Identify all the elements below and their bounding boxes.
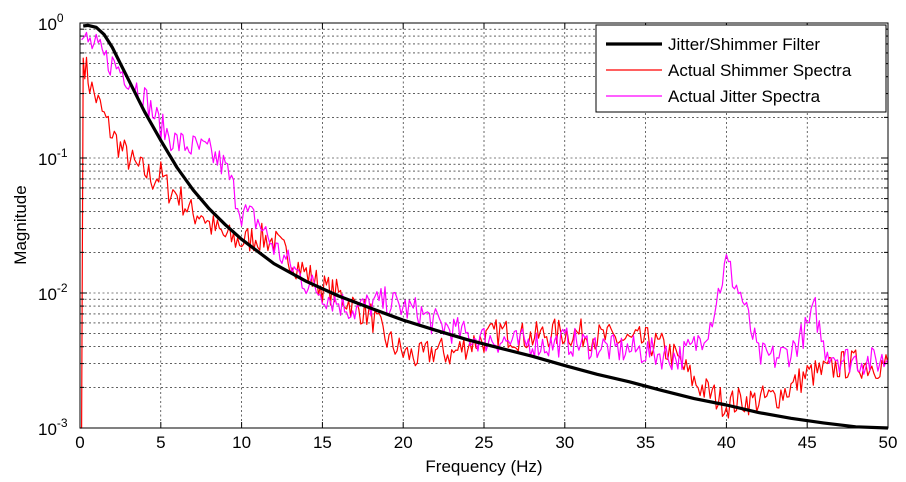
tick-marks xyxy=(79,22,889,429)
x-tick-labels: 0 5 10 15 20 25 30 35 40 45 50 xyxy=(75,433,897,452)
x-tick-label: 0 xyxy=(75,433,84,452)
legend-label: Jitter/Shimmer Filter xyxy=(668,35,820,54)
y-tick-labels: 10-3 10-2 10-1 100 xyxy=(38,11,68,439)
legend-label: Actual Shimmer Spectra xyxy=(668,61,852,80)
y-tick-label: 10-3 xyxy=(38,416,68,439)
x-tick-label: 20 xyxy=(394,433,413,452)
x-tick-label: 15 xyxy=(313,433,332,452)
legend: Jitter/Shimmer Filter Actual Shimmer Spec… xyxy=(595,24,887,113)
y-tick-label: 10-1 xyxy=(38,146,68,169)
x-tick-label: 40 xyxy=(717,433,736,452)
series-group xyxy=(80,23,889,430)
series-line xyxy=(83,23,889,430)
x-tick-label: 5 xyxy=(156,433,165,452)
x-axis-label: Frequency (Hz) xyxy=(425,457,542,476)
y-tick-label: 10-2 xyxy=(38,281,68,304)
x-tick-label: 45 xyxy=(798,433,817,452)
x-tick-label: 30 xyxy=(555,433,574,452)
legend-label: Actual Jitter Spectra xyxy=(668,87,821,106)
x-tick-label: 35 xyxy=(636,433,655,452)
legend-box xyxy=(595,24,887,113)
y-tick-label: 100 xyxy=(38,11,64,34)
x-tick-label: 25 xyxy=(475,433,494,452)
y-axis-label: Magnitude xyxy=(11,185,30,264)
series-line xyxy=(81,31,889,375)
x-tick-label: 10 xyxy=(232,433,251,452)
x-tick-label: 50 xyxy=(879,433,898,452)
series-line xyxy=(80,56,889,429)
